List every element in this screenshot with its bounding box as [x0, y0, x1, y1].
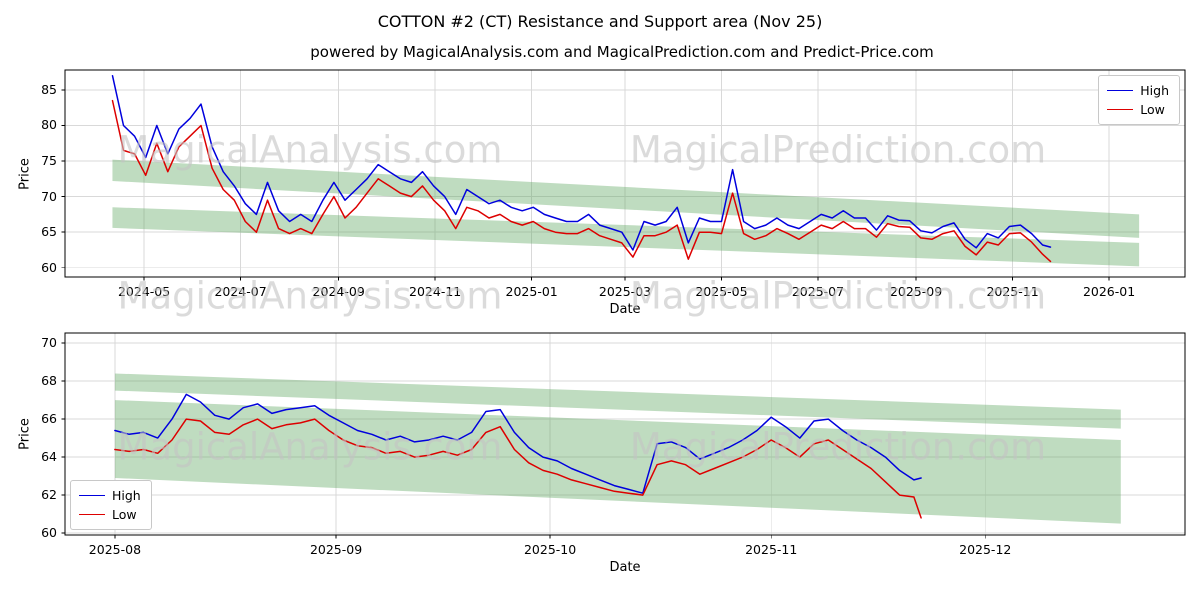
y-tick-label: 65 [41, 224, 57, 240]
resistance-area [114, 373, 1121, 429]
x-tick-label: 2026-01 [1082, 284, 1136, 299]
support-area [112, 207, 1140, 267]
top-chart-plot [61, 69, 1186, 281]
x-tick-label: 2025-10 [523, 542, 577, 557]
y-tick-label: 85 [41, 81, 57, 97]
bottom-chart-xlabel: Date [609, 560, 641, 575]
x-tick-label: 2025-01 [505, 284, 558, 299]
low-line [114, 418, 922, 519]
support-resistance-bands [114, 373, 1121, 524]
axes-spines [64, 69, 1186, 278]
legend-entry-low: Low [79, 505, 141, 524]
high-legend-label: High [112, 488, 141, 503]
legend-entry-high: High [1107, 81, 1169, 100]
x-tick-label: 2025-09 [309, 542, 363, 557]
top-chart-legend: High Low [1098, 75, 1180, 125]
grid [65, 333, 1185, 535]
y-tick-label: 80 [41, 117, 57, 133]
bottom-chart-axes: Price Date High Low 2025-08 2025-09 2025-1… [18, 332, 1186, 575]
series-lines [111, 74, 1052, 263]
figure-title: COTTON #2 (CT) Resistance and Support ar… [377, 12, 823, 31]
high-legend-label: High [1140, 83, 1169, 98]
low-line-swatch [1107, 109, 1134, 110]
top-chart-axes: Price Date High Low 2024-05 2024-07 2024-0… [18, 69, 1186, 317]
top-chart-xlabel: Date [609, 302, 641, 317]
support-resistance-bands [112, 159, 1140, 267]
support-area [114, 400, 1121, 524]
high-line [114, 393, 922, 494]
low-legend-label: Low [1140, 102, 1165, 117]
y-tick-label: 64 [41, 449, 57, 465]
low-legend-label: Low [112, 507, 137, 522]
bottom-chart-plot [61, 332, 1186, 539]
axes-spines [64, 332, 1186, 536]
y-tick-label: 62 [41, 487, 57, 503]
high-line-swatch [79, 495, 105, 496]
high-line-swatch [1107, 90, 1134, 91]
x-tick-label: 2024-07 [214, 284, 267, 299]
x-tick-label: 2024-05 [117, 284, 171, 299]
tick-marks [61, 342, 986, 539]
x-tick-label: 2025-08 [88, 542, 142, 557]
tick-marks [61, 89, 1110, 281]
y-tick-label: 68 [41, 373, 57, 389]
x-tick-label: 2024-09 [312, 284, 365, 299]
legend-entry-low: Low [1107, 100, 1169, 119]
x-tick-label: 2025-03 [598, 284, 652, 299]
x-tick-label: 2025-11 [986, 284, 1039, 299]
figure-subtitle: powered by MagicalAnalysis.com and Magic… [310, 43, 934, 61]
y-tick-label: 60 [41, 525, 57, 541]
x-tick-label: 2025-09 [889, 284, 943, 299]
series-lines [114, 393, 922, 519]
low-line-swatch [79, 514, 105, 515]
x-tick-label: 2024-11 [409, 284, 462, 299]
resistance-area [112, 159, 1140, 238]
low-line [111, 99, 1052, 263]
x-tick-label: 2025-07 [791, 284, 845, 299]
y-tick-label: 75 [41, 153, 57, 169]
y-tick-label: 66 [41, 411, 57, 427]
x-tick-label: 2025-05 [695, 284, 748, 299]
grid [65, 70, 1185, 277]
y-tick-label: 70 [41, 335, 57, 351]
x-tick-label: 2025-12 [959, 542, 1012, 557]
y-tick-label: 70 [41, 188, 57, 204]
y-tick-label: 60 [41, 259, 57, 275]
legend-entry-high: High [79, 486, 141, 505]
x-tick-label: 2025-11 [745, 542, 798, 557]
high-line [111, 74, 1052, 251]
bottom-chart-legend: High Low [70, 480, 152, 530]
